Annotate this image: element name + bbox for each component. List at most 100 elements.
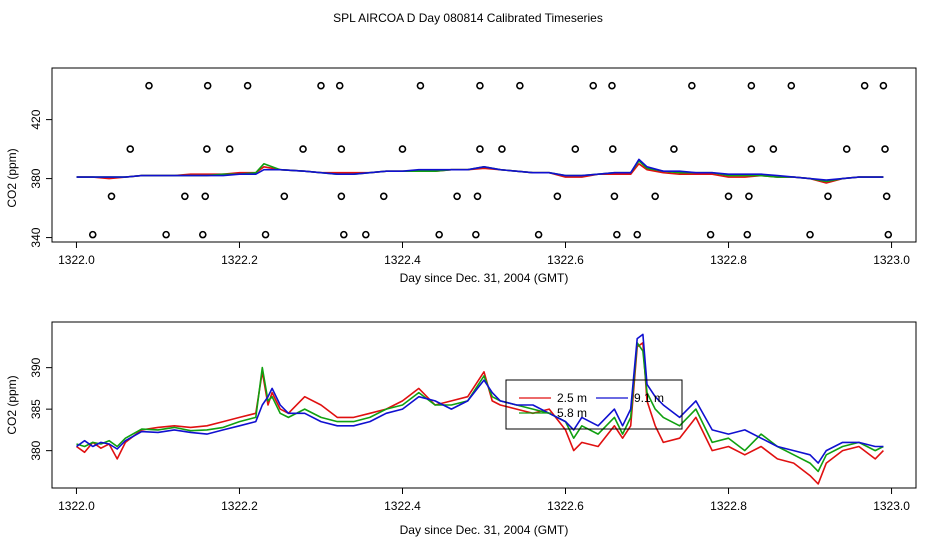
marker-point (225, 145, 234, 153)
marker-point (243, 81, 252, 90)
bottom-plot-frame (51, 321, 917, 489)
bottom-series-5-8-mline (76, 341, 884, 473)
marker-point (571, 145, 580, 153)
marker-point (553, 192, 562, 201)
bottom-x-tick-label: 1323.0 (873, 499, 910, 513)
bottom-series-9-1-mline (76, 333, 884, 464)
marker-point (299, 145, 307, 153)
marker-point (516, 81, 524, 90)
legend-box (505, 379, 683, 430)
bottom-legend: 2.5 m 5.8 m 9.1 m (505, 379, 683, 430)
top-x-tick-label: 1322.2 (221, 253, 258, 267)
marker-point (88, 230, 97, 239)
marker-point (747, 81, 756, 90)
marker-point (610, 192, 619, 201)
top-x-tick-label: 1322.8 (710, 253, 747, 267)
marker-point (724, 192, 733, 201)
marker-point (589, 81, 598, 90)
top-axis-ticks: 1322.0 1322.2 1322.4 1322.6 1322.8 1323.0 340 3… (29, 109, 910, 267)
marker-point (706, 230, 715, 239)
bottom-x-tick-label: 1322.6 (547, 499, 584, 513)
marker-point (337, 192, 346, 201)
bottom-x-axis-label: Day since Dec. 31, 2004 (GMT) (400, 523, 569, 537)
legend-label-5-8m: 5.8 m (557, 406, 587, 420)
marker-point (882, 192, 891, 201)
top-panel: 1322.0 1322.2 1322.4 1322.6 1322.8 1323.0 340 3… (5, 67, 917, 285)
marker-point (769, 145, 778, 153)
top-series-9-1-mline (76, 158, 884, 181)
top-x-tick-label: 1322.4 (384, 253, 421, 267)
marker-point (280, 192, 289, 201)
marker-point (824, 192, 832, 201)
marker-point (362, 230, 370, 239)
marker-point (651, 192, 659, 201)
marker-point (613, 230, 621, 239)
marker-point (416, 81, 425, 90)
top-x-tick-label: 1322.0 (58, 253, 95, 267)
marker-point (881, 145, 889, 153)
top-marker-layer (88, 81, 893, 239)
marker-point (476, 145, 484, 153)
marker-point (806, 230, 814, 239)
marker-point (145, 81, 153, 90)
marker-point (879, 81, 888, 90)
marker-point (203, 145, 211, 153)
top-x-tick-label: 1323.0 (873, 253, 910, 267)
marker-point (608, 81, 616, 90)
bottom-y-tick-label: 380 (29, 440, 43, 460)
marker-point (608, 145, 617, 153)
figure-title: SPL AIRCOA D Day 080814 Calibrated Times… (333, 11, 603, 25)
marker-point (476, 81, 484, 90)
bottom-y-axis-label: CO2 (ppm) (5, 375, 19, 434)
bottom-x-tick-label: 1322.4 (384, 499, 421, 513)
marker-point (317, 81, 325, 90)
marker-point (860, 81, 869, 90)
marker-point (201, 192, 210, 201)
top-x-axis-label: Day since Dec. 31, 2004 (GMT) (400, 271, 569, 285)
bottom-x-tick-label: 1322.0 (58, 499, 95, 513)
marker-point (203, 81, 212, 90)
marker-point (688, 81, 696, 90)
top-y-tick-label: 380 (29, 168, 43, 188)
marker-point (261, 230, 270, 239)
bottom-series-2-5-mline (76, 341, 884, 485)
marker-point (747, 145, 756, 153)
bottom-x-tick-label: 1322.2 (221, 499, 258, 513)
marker-point (884, 230, 893, 239)
marker-point (198, 230, 207, 239)
top-plot-frame (51, 67, 917, 243)
marker-point (787, 81, 796, 90)
marker-point (472, 230, 480, 239)
marker-point (670, 145, 678, 153)
marker-point (335, 81, 344, 90)
top-y-axis-label: CO2 (ppm) (5, 148, 19, 207)
marker-point (126, 145, 135, 153)
legend-label-2-5m: 2.5 m (557, 391, 587, 405)
top-x-tick-label: 1322.6 (547, 253, 584, 267)
bottom-axis-ticks: 1322.0 1322.2 1322.4 1322.6 1322.8 1323.0 380 3… (29, 357, 910, 513)
marker-point (633, 230, 642, 239)
marker-point (340, 230, 348, 239)
top-series-2-5-mline (76, 163, 884, 184)
marker-point (107, 192, 116, 201)
marker-point (162, 230, 170, 239)
bottom-panel: 1322.0 1322.2 1322.4 1322.6 1322.8 1323.0 380 3… (5, 321, 917, 537)
top-y-tick-label: 340 (29, 227, 43, 247)
bottom-x-tick-label: 1322.8 (710, 499, 747, 513)
bottom-y-tick-label: 385 (29, 399, 43, 419)
marker-point (743, 230, 752, 239)
marker-point (398, 145, 407, 153)
marker-point (745, 192, 753, 201)
marker-point (498, 145, 506, 153)
marker-point (337, 145, 346, 153)
top-series-5-8-mline (76, 160, 884, 183)
legend-label-9-1m: 9.1 m (634, 391, 664, 405)
marker-point (435, 230, 443, 239)
bottom-series-layer (76, 333, 884, 485)
marker-point (842, 145, 851, 153)
top-series-layer (76, 158, 884, 184)
marker-point (534, 230, 543, 239)
bottom-y-tick-label: 390 (29, 357, 43, 377)
marker-point (181, 192, 189, 201)
